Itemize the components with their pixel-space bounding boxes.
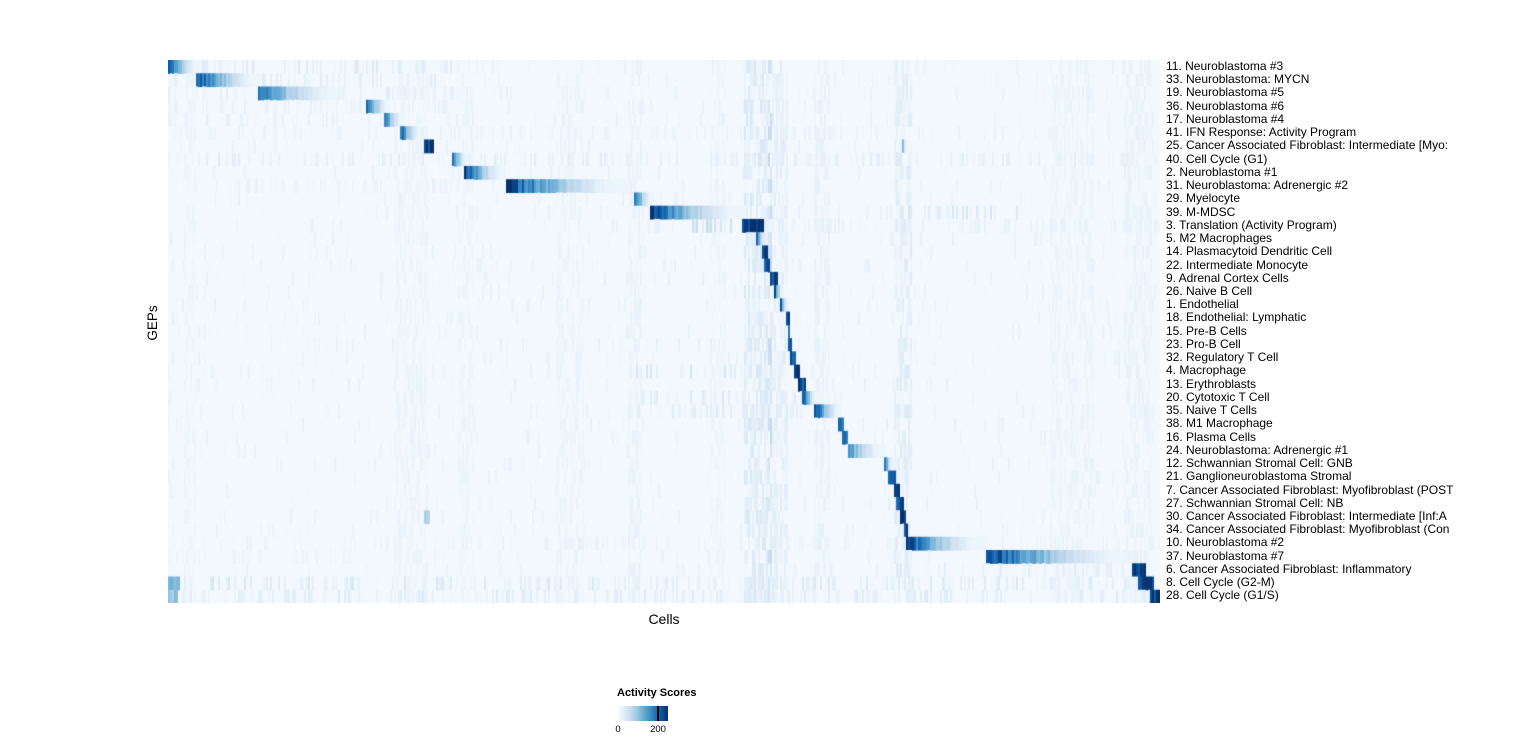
legend-max-tick: [657, 706, 659, 721]
row-label: 37. Neuroblastoma #7: [1166, 549, 1285, 563]
legend-title: Activity Scores: [617, 687, 697, 699]
x-axis-label: Cells: [648, 611, 680, 627]
legend-max-label: 200: [650, 724, 666, 735]
row-label: 28. Cell Cycle (G1/S): [1166, 589, 1279, 603]
row-label: 12. Schwannian Stromal Cell: GNB: [1166, 457, 1353, 471]
row-label: 5. M2 Macrophages: [1166, 232, 1273, 246]
row-label: 25. Cancer Associated Fibroblast: Interm…: [1166, 139, 1449, 153]
row-label: 1. Endothelial: [1166, 298, 1239, 312]
row-label: 31. Neuroblastoma: Adrenergic #2: [1166, 179, 1349, 193]
row-label: 36. Neuroblastoma #6: [1166, 99, 1285, 113]
row-label: 4. Macrophage: [1166, 364, 1247, 378]
row-label: 41. IFN Response: Activity Program: [1166, 126, 1357, 140]
row-label: 26. Naive B Cell: [1166, 284, 1253, 298]
row-label: 11. Neuroblastoma #3: [1166, 60, 1284, 73]
row-labels: 11. Neuroblastoma #3 33. Neuroblastoma: M…: [1166, 60, 1540, 603]
y-axis-label: GEPs: [145, 305, 160, 341]
row-label: 23. Pro-B Cell: [1166, 337, 1241, 351]
row-label: 29. Myelocyte: [1166, 192, 1241, 206]
row-label: 19. Neuroblastoma #5: [1166, 86, 1285, 100]
heatmap-canvas: [168, 60, 1160, 603]
row-label: 17. Neuroblastoma #4: [1166, 112, 1285, 126]
row-label: 39. M-MDSC: [1166, 205, 1236, 219]
row-label: 7. Cancer Associated Fibroblast: Myofibr…: [1166, 483, 1454, 497]
row-label: 38. M1 Macrophage: [1166, 417, 1273, 431]
row-label: 22. Intermediate Monocyte: [1166, 258, 1309, 272]
row-label: 34. Cancer Associated Fibroblast: Myofib…: [1166, 523, 1450, 537]
row-label: 8. Cell Cycle (G2-M): [1166, 576, 1275, 590]
row-label: 3. Translation (Activity Program): [1166, 218, 1337, 232]
row-label: 14. Plasmacytoid Dendritic Cell: [1166, 245, 1333, 259]
row-label: 24. Neuroblastoma: Adrenergic #1: [1166, 443, 1349, 457]
row-label: 20. Cytotoxic T Cell: [1166, 390, 1270, 404]
row-label: 16. Plasma Cells: [1166, 430, 1257, 444]
row-label: 9. Adrenal Cortex Cells: [1166, 271, 1289, 285]
row-label: 6. Cancer Associated Fibroblast: Inflamm…: [1166, 562, 1412, 576]
legend-gradient: [618, 706, 668, 721]
row-label: 33. Neuroblastoma: MYCN: [1166, 73, 1310, 87]
row-label: 10. Neuroblastoma #2: [1166, 536, 1285, 550]
row-label: 30. Cancer Associated Fibroblast: Interm…: [1166, 509, 1447, 523]
row-label: 35. Naive T Cells: [1166, 404, 1257, 418]
legend-min-label: 0: [615, 724, 621, 735]
legend: Activity Scores 0 200: [615, 687, 757, 739]
legend-bar: [618, 706, 668, 721]
row-label: 15. Pre-B Cells: [1166, 324, 1247, 338]
row-label: 18. Endothelial: Lymphatic: [1166, 311, 1307, 325]
row-label: 21. Ganglioneuroblastoma Stromal: [1166, 470, 1352, 484]
row-label: 2. Neuroblastoma #1: [1166, 165, 1278, 179]
row-label: 27. Schwannian Stromal Cell: NB: [1166, 496, 1344, 510]
row-label: 32. Regulatory T Cell: [1166, 351, 1279, 365]
row-label: 40. Cell Cycle (G1): [1166, 152, 1268, 166]
row-label: 13. Erythroblasts: [1166, 377, 1257, 391]
